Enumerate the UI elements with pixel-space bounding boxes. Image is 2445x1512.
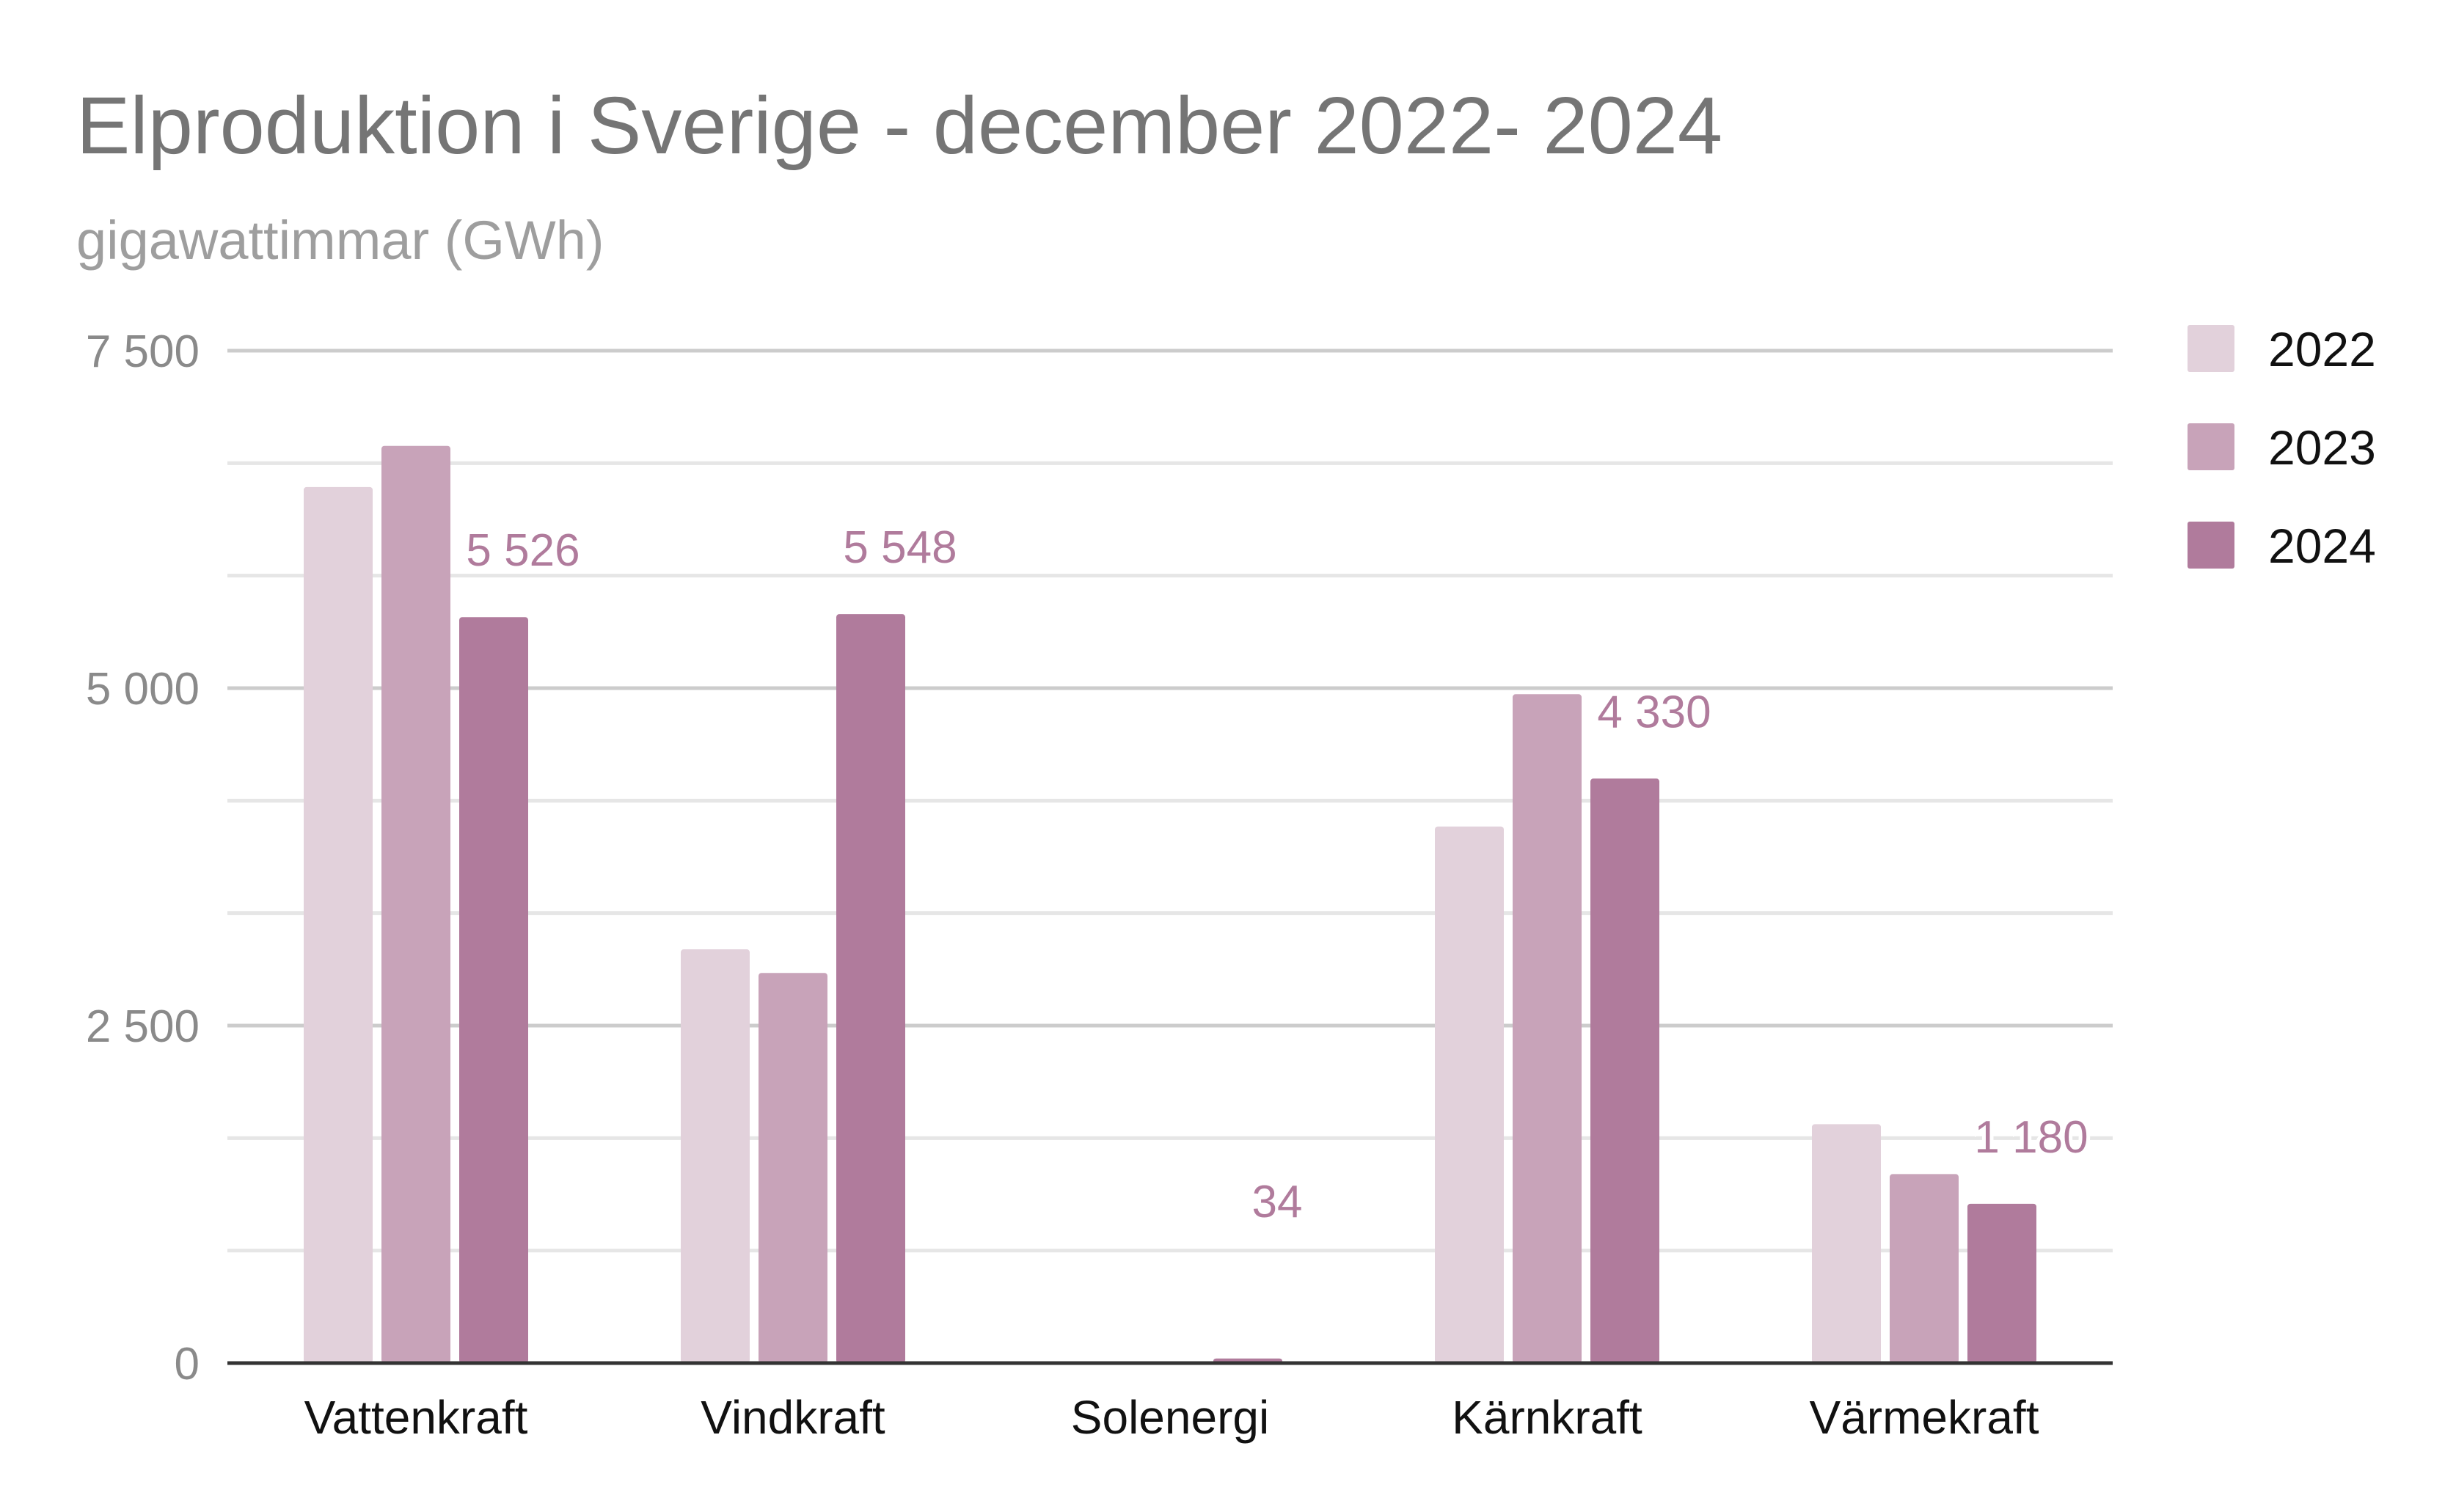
legend-swatch-2022 — [2188, 325, 2234, 372]
bar-2022-5 — [1812, 1124, 1881, 1363]
data-label: 1 180 — [1974, 1112, 2088, 1163]
legend-swatch-2023 — [2188, 423, 2234, 470]
bar-2022-2 — [681, 949, 750, 1363]
data-label: 5 548 — [843, 522, 957, 573]
x-tick-label: Vattenkraft — [304, 1391, 528, 1444]
chart-subtitle: gigawattimmar (GWh) — [76, 210, 604, 271]
legend-swatch-2024 — [2188, 522, 2234, 569]
data-label: 5 526 — [466, 525, 580, 576]
legend-label: 2024 — [2268, 519, 2376, 573]
x-tick-label: Värmekraft — [1810, 1391, 2039, 1444]
bar-2023-1 — [381, 445, 450, 1363]
bar-2023-2 — [759, 973, 827, 1363]
bar-2024-2 — [836, 614, 905, 1363]
x-tick-label: Kärnkraft — [1452, 1391, 1642, 1444]
x-tick-label: Vindkraft — [701, 1391, 885, 1444]
y-tick-label: 0 — [175, 1339, 200, 1389]
y-tick-label: 2 500 — [86, 1001, 200, 1052]
data-label: 34 — [1252, 1177, 1303, 1227]
bar-2023-5 — [1890, 1174, 1959, 1363]
data-label: 4 330 — [1597, 687, 1711, 737]
y-tick-label: 7 500 — [86, 326, 200, 377]
bar-2024-1 — [459, 617, 528, 1363]
bar-2022-1 — [304, 486, 373, 1363]
bar-2022-4 — [1435, 826, 1504, 1363]
x-tick-label: Solenergi — [1071, 1391, 1269, 1444]
bar-2023-4 — [1513, 694, 1582, 1363]
legend-label: 2022 — [2268, 322, 2376, 376]
bar-2024-4 — [1590, 778, 1659, 1363]
y-tick-label: 5 000 — [86, 664, 200, 715]
chart-title: Elproduktion i Sverige - december 2022- … — [76, 81, 1723, 171]
bar-2024-5 — [1967, 1203, 2036, 1363]
legend-label: 2023 — [2268, 420, 2376, 475]
